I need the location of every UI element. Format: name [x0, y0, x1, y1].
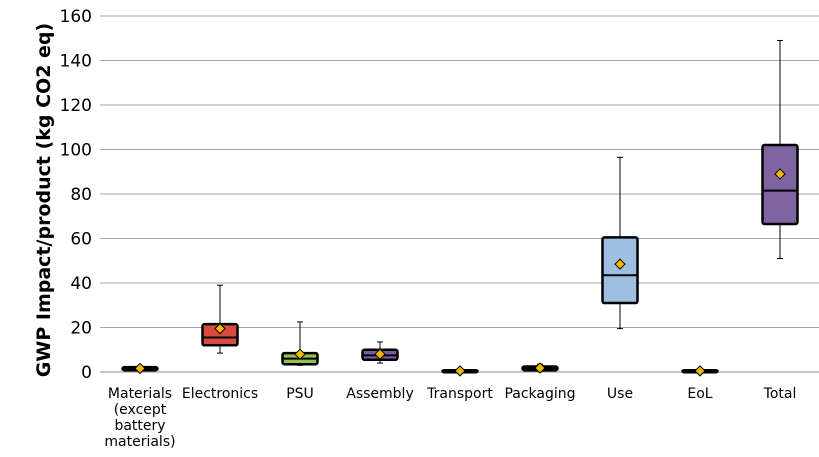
- x-category-label: Transport: [426, 386, 493, 402]
- y-tick-label: 80: [70, 185, 92, 205]
- x-category-label: Electronics: [182, 386, 258, 402]
- box-3: [361, 341, 399, 364]
- box-6: [601, 156, 639, 330]
- y-tick-label: 20: [70, 319, 92, 339]
- box-rect: [761, 143, 799, 226]
- mean-marker: [534, 362, 546, 374]
- mean-marker: [374, 348, 386, 360]
- box-4: [441, 365, 479, 377]
- box-rect: [601, 236, 639, 305]
- x-axis-labels: Materials (except battery materials) Electro…: [104, 386, 796, 450]
- box-0: [121, 362, 159, 375]
- mean-marker: [694, 365, 706, 377]
- y-tick-label: 40: [70, 274, 92, 294]
- y-tick-label: 60: [70, 230, 92, 250]
- mean-marker: [214, 322, 226, 335]
- x-category-label: Total: [763, 386, 797, 402]
- box-2: [281, 321, 319, 366]
- x-category-label: Assembly: [346, 386, 413, 402]
- boxes: [121, 39, 799, 377]
- mean-marker: [454, 365, 466, 377]
- x-category-label: Materials (except battery materials): [104, 386, 175, 450]
- mean-marker: [774, 168, 786, 180]
- box-1: [201, 284, 239, 354]
- box-7: [681, 365, 719, 377]
- x-category-label: EoL: [687, 386, 712, 402]
- gridlines: [100, 15, 819, 373]
- mean-marker: [614, 258, 626, 270]
- mean-marker: [294, 348, 306, 360]
- box-5: [521, 362, 559, 374]
- y-tick-label: 140: [60, 52, 92, 72]
- y-tick-label: 0: [81, 363, 92, 383]
- y-tick-label: 160: [60, 7, 92, 27]
- mean-marker: [134, 362, 146, 375]
- y-axis-ticks: 0 20 40 60 80 100 120 140 160: [60, 7, 92, 383]
- y-tick-label: 100: [60, 141, 92, 161]
- x-category-label: Packaging: [504, 386, 575, 402]
- x-category-label: Use: [607, 386, 633, 402]
- y-axis-label: GWP Impact/product (kg CO2 eq): [33, 23, 55, 377]
- box-8: [761, 39, 799, 260]
- x-category-label: PSU: [286, 386, 314, 402]
- y-tick-label: 120: [60, 96, 92, 116]
